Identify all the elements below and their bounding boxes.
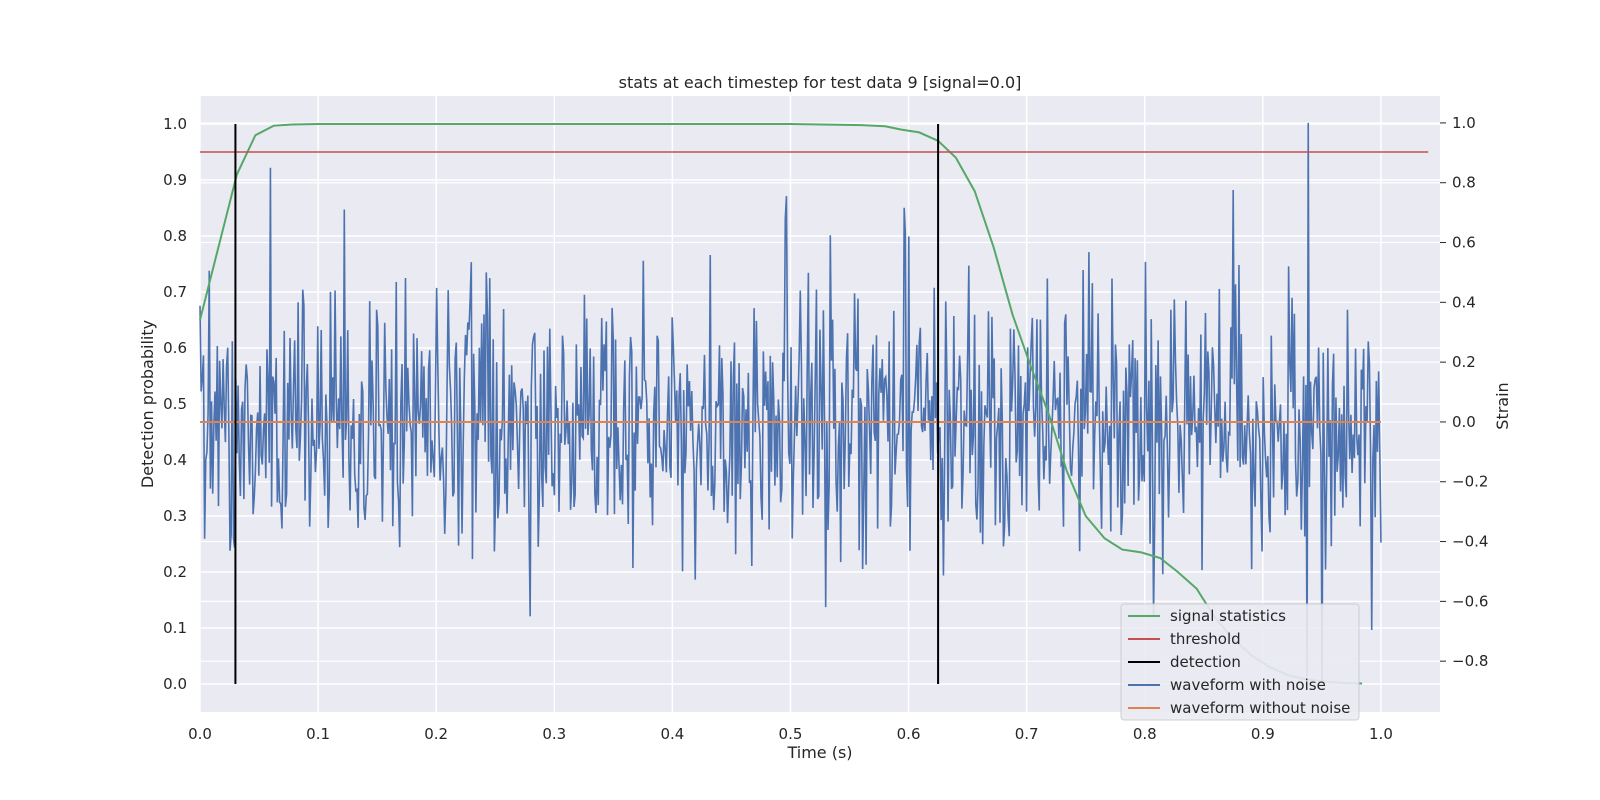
waveform-with-noise-line <box>199 122 1382 686</box>
x-tick-label: 1.0 <box>1369 725 1393 743</box>
x-axis-label: Time (s) <box>786 743 852 762</box>
x-tick-label: 0.0 <box>188 725 212 743</box>
y-axis-left-label: Detection probability <box>138 320 157 488</box>
legend-label-detection: detection <box>1170 653 1241 671</box>
chart-title: stats at each timestep for test data 9 [… <box>619 73 1022 92</box>
y-right-tick-label: −0.8 <box>1452 652 1488 670</box>
y-tick-label: 0.9 <box>163 171 187 189</box>
x-axis-ticks: 0.0 0.1 0.2 0.3 0.4 0.5 0.6 0.7 0.8 0.9 1.0 <box>188 725 1393 743</box>
legend-label-clean: waveform without noise <box>1170 699 1350 717</box>
x-tick-label: 0.8 <box>1133 725 1157 743</box>
y-tick-label: 0.1 <box>163 619 187 637</box>
y-tick-label: 0.4 <box>163 451 187 469</box>
legend-label-noisy: waveform with noise <box>1170 676 1326 694</box>
y-tick-label: 0.2 <box>163 563 187 581</box>
x-tick-label: 0.2 <box>424 725 448 743</box>
y-tick-label: 0.8 <box>163 227 187 245</box>
legend-box <box>1120 603 1360 721</box>
y-tick-label: 0.0 <box>163 675 187 693</box>
y-right-tick-label: −0.4 <box>1452 533 1488 551</box>
x-tick-label: 0.6 <box>897 725 921 743</box>
y-tick-label: 0.3 <box>163 507 187 525</box>
legend: signal statistics threshold detection wa… <box>1120 603 1360 721</box>
y-right-tick-label: 1.0 <box>1452 114 1476 132</box>
legend-label-signal: signal statistics <box>1170 607 1286 625</box>
y-axis-left-ticks: 0.0 0.1 0.2 0.3 0.4 0.5 0.6 0.7 0.8 0.9 1.0 <box>163 115 187 693</box>
y-axis-right-label: Strain <box>1493 382 1512 429</box>
y-right-tick-label: 0.6 <box>1452 234 1476 252</box>
y-right-tick-label: 0.8 <box>1452 174 1476 192</box>
y-right-tick-label: −0.6 <box>1452 592 1488 610</box>
y-right-tick-label: −0.2 <box>1452 473 1488 491</box>
y-axis-right-ticks: −0.8 −0.6 −0.4 −0.2 0.0 0.2 0.4 0.6 0.8 1.0 <box>1440 114 1488 670</box>
x-tick-label: 0.5 <box>779 725 803 743</box>
x-tick-label: 0.4 <box>660 725 684 743</box>
y-right-tick-label: 0.4 <box>1452 293 1476 311</box>
y-tick-label: 1.0 <box>163 115 187 133</box>
legend-label-threshold: threshold <box>1170 630 1241 648</box>
y-tick-label: 0.5 <box>163 395 187 413</box>
x-tick-label: 0.9 <box>1251 725 1275 743</box>
y-right-tick-label: 0.2 <box>1452 353 1476 371</box>
x-tick-label: 0.1 <box>306 725 330 743</box>
y-right-tick-label: 0.0 <box>1452 413 1476 431</box>
y-tick-label: 0.6 <box>163 339 187 357</box>
x-tick-label: 0.7 <box>1015 725 1039 743</box>
x-tick-label: 0.3 <box>542 725 566 743</box>
y-tick-label: 0.7 <box>163 283 187 301</box>
